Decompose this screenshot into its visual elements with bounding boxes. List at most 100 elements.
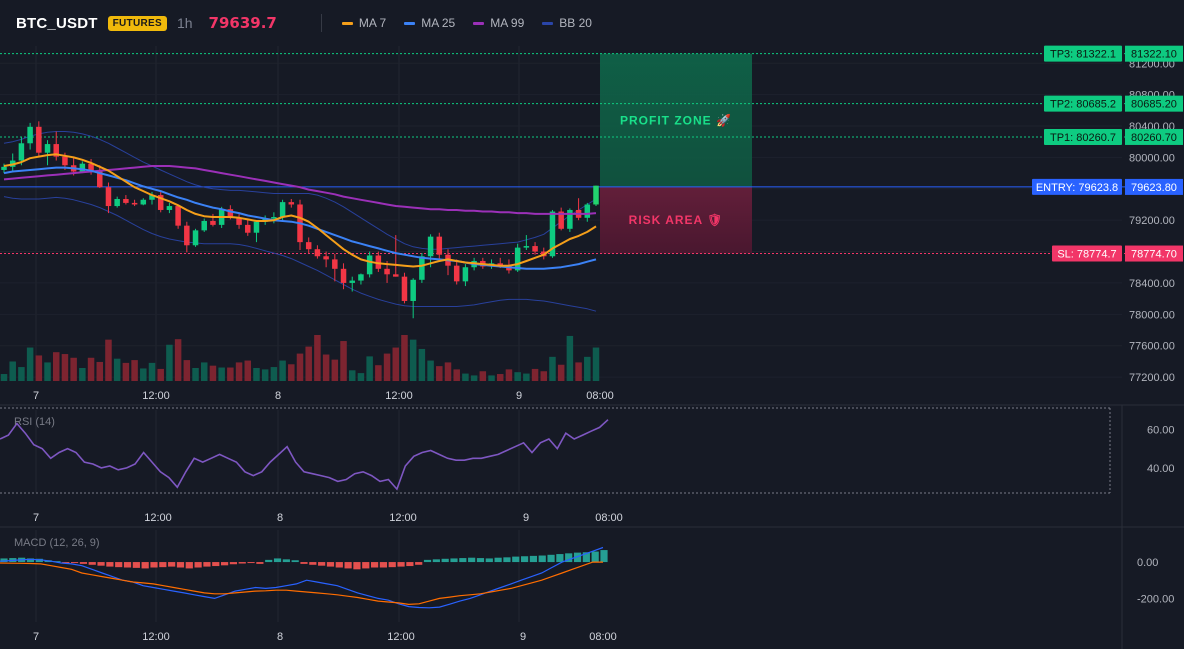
volume-bar <box>314 335 321 381</box>
legend-bb20[interactable]: BB 20 <box>542 16 592 30</box>
symbol-label[interactable]: BTC_USDT <box>16 14 98 32</box>
volume-bar <box>357 373 365 381</box>
volume-bar <box>418 348 426 381</box>
macd-hist-bar <box>450 558 458 563</box>
legend-ma25[interactable]: MA 25 <box>404 16 455 30</box>
volume-bar <box>192 367 199 381</box>
candle-body <box>279 202 286 218</box>
legend-swatch <box>542 21 554 25</box>
macd-hist-bar <box>265 559 273 563</box>
time-tick-label: 08:00 <box>586 390 614 402</box>
candle-body <box>340 268 347 283</box>
volume-bar <box>183 360 191 381</box>
macd-hist-bar <box>141 562 149 569</box>
volume-bar <box>584 356 591 381</box>
time-tick-label: 9 <box>523 512 529 524</box>
tp2-axis-label: 80685.20 <box>1131 99 1177 111</box>
macd-hist-bar <box>35 558 43 563</box>
time-tick-label: 12:00 <box>142 631 170 643</box>
time-tick-label: 12:00 <box>387 631 415 643</box>
profit-zone-label: PROFIT ZONE 🚀 <box>620 113 732 127</box>
macd-hist-bar <box>529 555 538 563</box>
candle <box>375 251 382 272</box>
time-tick-label: 8 <box>277 512 283 524</box>
candle <box>436 232 443 260</box>
candle-body <box>401 276 408 301</box>
volume-bar <box>157 368 164 381</box>
volume-bar <box>427 360 434 381</box>
candle <box>18 137 25 166</box>
interval-label[interactable]: 1h <box>176 15 193 31</box>
volume-bar <box>288 364 295 381</box>
candle <box>175 204 181 229</box>
volume-bar <box>496 374 504 381</box>
last-price: 79639.7 <box>208 14 277 32</box>
volume-bar <box>0 374 8 381</box>
candle <box>314 245 321 259</box>
macd-hist-bar <box>273 558 282 563</box>
macd-hist-bar <box>556 554 564 563</box>
volume-bar <box>70 357 77 381</box>
legend-ma99[interactable]: MA 99 <box>473 16 524 30</box>
candle-body <box>62 156 68 166</box>
grid <box>0 46 1122 622</box>
candle-body <box>497 263 503 266</box>
volume-bar <box>409 339 417 381</box>
candle-body <box>453 265 460 282</box>
candle-body <box>271 217 277 219</box>
time-tick-label: 08:00 <box>589 631 617 643</box>
candle-body <box>358 274 364 281</box>
volume-bar <box>52 352 60 381</box>
candle <box>184 221 190 253</box>
macd-title: MACD (12, 26, 9) <box>14 537 100 549</box>
macd-hist-bar <box>229 562 238 565</box>
candle-body <box>323 256 329 260</box>
volume-bar <box>540 371 548 381</box>
candle <box>97 165 103 189</box>
candle <box>366 251 373 278</box>
volume-bar <box>340 341 347 381</box>
volume-bar <box>9 361 16 381</box>
macd-hist-bar <box>344 562 352 569</box>
volume-bar <box>348 370 356 381</box>
sl-axis-bg <box>1125 245 1183 262</box>
candle-body <box>140 199 147 205</box>
candle-body <box>436 236 443 255</box>
candle <box>9 153 16 172</box>
macd-hist-bar <box>106 562 114 567</box>
legend-ma7[interactable]: MA 7 <box>341 16 386 30</box>
tp3-tag-label: TP3: 81322.1 <box>1050 49 1116 61</box>
price-tick-label: 77200.00 <box>1129 372 1175 384</box>
candle-body <box>514 247 521 271</box>
macd-hist-bar <box>115 562 123 568</box>
time-tick-label: 12:00 <box>144 512 172 524</box>
candle <box>53 131 59 161</box>
volume-bar <box>166 344 173 381</box>
macd-hist-bar <box>582 552 590 563</box>
candle-body <box>462 267 469 282</box>
macd-hist-bar <box>62 562 70 564</box>
candle-body <box>384 268 390 275</box>
volume-bar <box>209 365 217 381</box>
macd-hist-bar <box>362 562 370 569</box>
macd-hist-bar <box>353 562 361 570</box>
macd-hist-bar <box>238 562 246 564</box>
macd-hist-bar <box>591 551 599 563</box>
volume-bar <box>270 367 278 381</box>
volume-bar <box>383 353 391 381</box>
candle-body <box>114 198 120 207</box>
macd-hist-bar <box>459 558 467 563</box>
macd-hist-bar <box>485 558 493 563</box>
volume-bar <box>296 353 304 381</box>
volume-bars <box>0 335 600 381</box>
candle <box>427 234 434 268</box>
candle-body <box>227 209 234 218</box>
volume-bar <box>227 367 234 381</box>
candle-body <box>375 255 382 269</box>
candle <box>410 278 416 319</box>
price-tick-label: 78000.00 <box>1129 309 1175 321</box>
macd-hist-bar <box>397 562 405 567</box>
legend-swatch <box>473 21 485 25</box>
macd-hist-bar <box>176 562 185 568</box>
